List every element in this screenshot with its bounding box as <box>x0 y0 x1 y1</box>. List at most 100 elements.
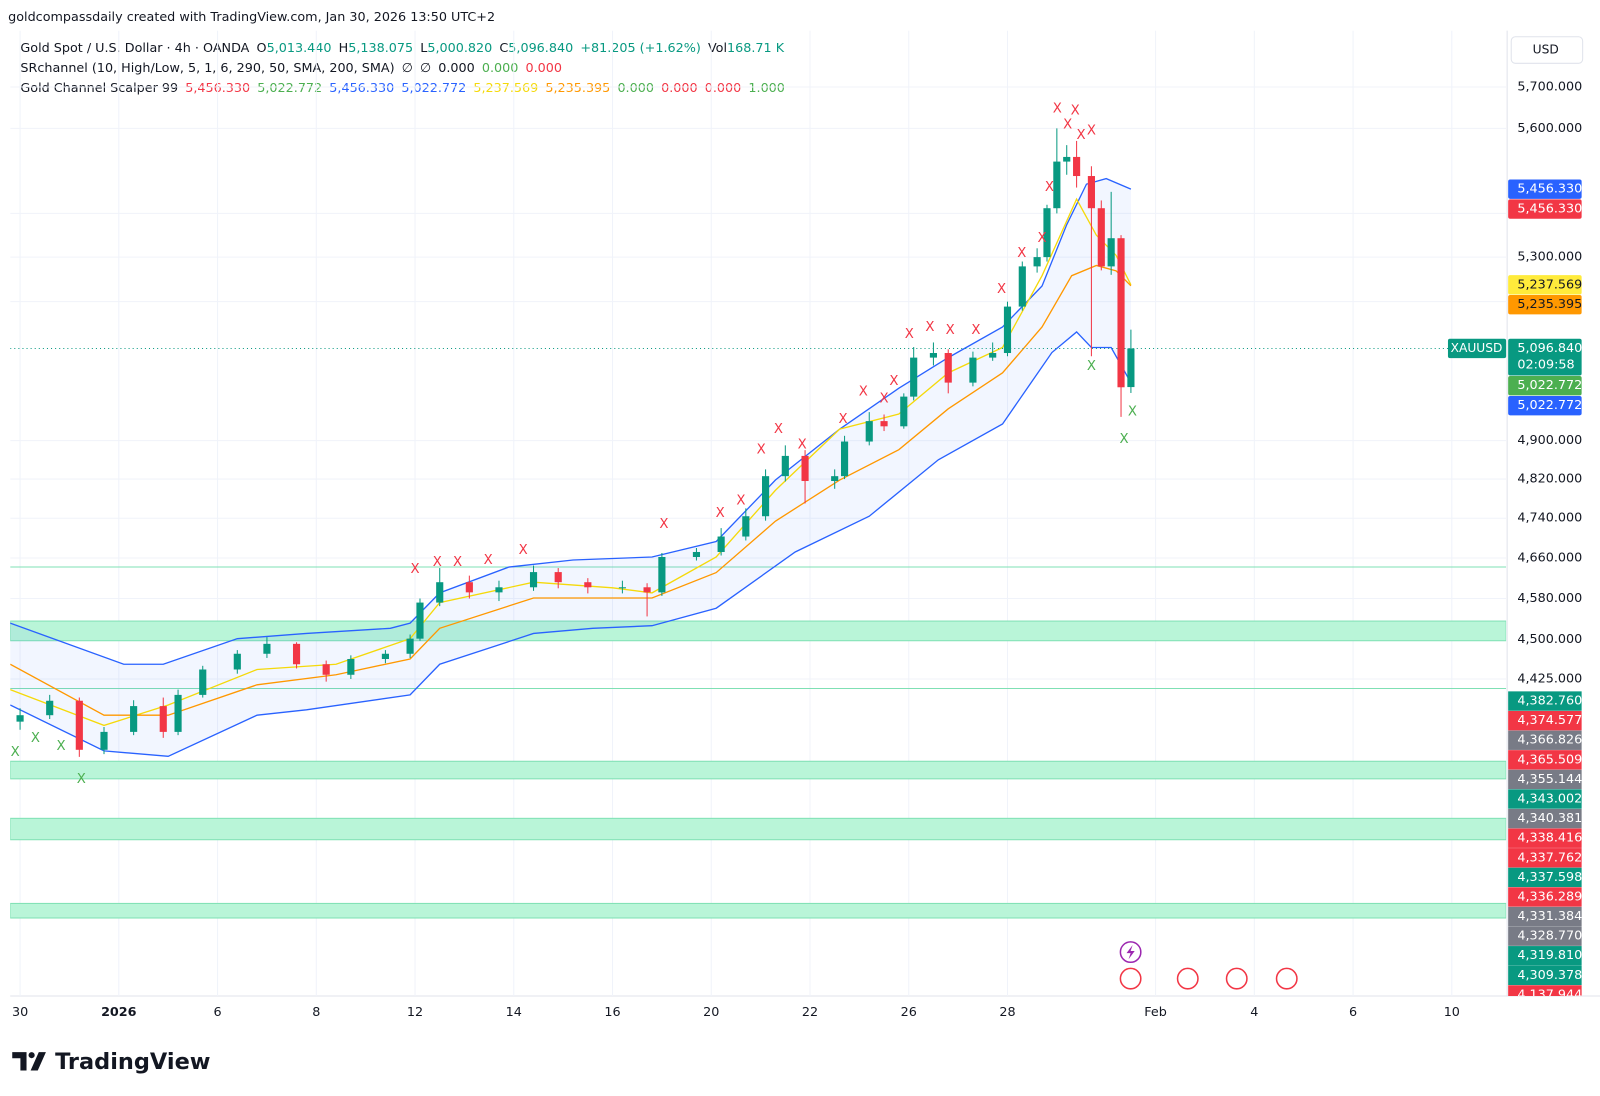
candle-body <box>1087 176 1095 209</box>
price-tag <box>1508 179 1582 199</box>
legend-item: 5,000.820 <box>427 41 492 56</box>
legend-item: 5,235.395 <box>545 80 610 95</box>
candle-body <box>263 643 271 654</box>
x-tick-label: 28 <box>999 1005 1015 1020</box>
candle-body <box>929 353 937 358</box>
candle-body <box>46 700 54 716</box>
support-zone <box>10 902 1507 919</box>
legend-item: 0.000 <box>705 80 742 95</box>
price-tag <box>1508 275 1582 295</box>
stack-tag-label: 4,365.509 <box>1517 752 1582 767</box>
signal-marker: X <box>453 555 462 570</box>
price-tag-label: 5,235.395 <box>1517 297 1582 312</box>
signal-marker: X <box>889 374 898 389</box>
signal-marker: X <box>77 772 86 787</box>
x-tick-label: 26 <box>901 1005 917 1020</box>
candle-body <box>130 706 138 732</box>
signal-marker: X <box>859 384 868 399</box>
legend-item: ∅ <box>402 60 413 75</box>
candle-body <box>910 357 918 397</box>
candle-body <box>233 653 241 670</box>
y-tick-label: 4,740.000 <box>1517 511 1582 526</box>
candle-body <box>159 706 167 732</box>
signal-marker: X <box>757 443 766 458</box>
candle-body <box>742 516 750 537</box>
legend-line: SRchannel (10, High/Low, 5, 1, 6, 290, 5… <box>20 60 562 75</box>
x-tick-label: 4 <box>1250 1005 1258 1020</box>
signal-marker: X <box>971 323 980 338</box>
candle-body <box>989 353 997 358</box>
event-icon[interactable] <box>1225 967 1248 990</box>
price-tag <box>1508 376 1582 396</box>
price-tag-label: 5,022.772 <box>1517 398 1582 413</box>
stack-tag-label: 4,374.577 <box>1517 713 1582 728</box>
legend-item: 5,138.075 <box>348 41 413 56</box>
y-tick-label: 4,425.000 <box>1517 671 1582 686</box>
stack-tag <box>1508 789 1582 809</box>
candle-body <box>969 357 977 383</box>
candle-body <box>381 653 389 659</box>
signal-marker: X <box>484 553 493 568</box>
x-tick-label: 10 <box>1444 1005 1460 1020</box>
event-icon[interactable] <box>1275 967 1298 990</box>
candle-body <box>692 551 701 557</box>
candle-body <box>900 396 908 427</box>
legend-item: 5,022.772 <box>401 80 466 95</box>
signal-marker: X <box>736 494 745 509</box>
legend-item: 0.000 <box>438 60 475 75</box>
legend-item: O <box>257 41 267 56</box>
stack-tag-label: 4,319.810 <box>1517 948 1582 963</box>
event-icon[interactable] <box>1176 967 1199 990</box>
legend-item: 5,237.569 <box>473 80 538 95</box>
attribution: goldcompassdaily created with TradingVie… <box>8 10 495 25</box>
event-icon[interactable] <box>1119 967 1142 990</box>
signal-marker: X <box>11 745 20 760</box>
x-tick-label: 2026 <box>101 1005 137 1020</box>
price-tag-label: 5,096.840 <box>1517 341 1582 356</box>
candle-body <box>584 582 592 588</box>
signal-marker: X <box>1087 359 1096 374</box>
candle-body <box>761 476 770 517</box>
stack-tag <box>1508 946 1582 966</box>
legend-item: Gold Spot / U.S. Dollar · 4h · OANDA <box>20 41 249 56</box>
signal-marker: X <box>519 543 528 558</box>
stack-tag-label: 4,366.826 <box>1517 733 1582 748</box>
stack-tag <box>1508 710 1582 731</box>
candle-body <box>292 643 301 665</box>
signal-marker: X <box>1071 103 1080 118</box>
legend-item: H <box>339 41 349 56</box>
y-tick-label: 4,500.000 <box>1517 632 1582 647</box>
legend-item: 168.71 K <box>727 41 785 56</box>
support-zone <box>10 817 1507 841</box>
price-tag <box>1508 295 1582 315</box>
candle-body <box>100 731 108 750</box>
signal-marker: X <box>1063 118 1072 133</box>
candle-body <box>406 638 414 654</box>
price-tag <box>1508 199 1582 219</box>
stack-tag-label: 4,328.770 <box>1517 929 1582 944</box>
candle-body <box>618 587 626 589</box>
legend-item: 0.000 <box>482 60 519 75</box>
x-tick-label: 8 <box>312 1005 320 1020</box>
currency-button[interactable] <box>1510 36 1584 64</box>
signal-marker: X <box>1017 246 1026 261</box>
signal-marker: X <box>1119 432 1128 447</box>
stack-tag <box>1508 887 1582 907</box>
signal-marker: X <box>31 731 40 746</box>
candle-body <box>529 572 538 588</box>
stack-tag <box>1508 808 1582 829</box>
currency: USD <box>1533 43 1559 57</box>
candle-body <box>944 353 952 383</box>
x-tick-label: 16 <box>604 1005 620 1020</box>
x-tick-label: 22 <box>802 1005 818 1020</box>
x-tick-label: 14 <box>506 1005 522 1020</box>
candle-body <box>1063 156 1071 162</box>
legend-item: +81.205 (+1.62%) <box>580 41 700 56</box>
candle-body <box>1033 257 1041 267</box>
symbol-tag-label: XAUUSD <box>1451 341 1503 355</box>
candle-body <box>554 572 562 583</box>
stack-tag-label: 4,331.384 <box>1517 909 1582 924</box>
stack-tag-label: 4,337.762 <box>1517 850 1582 865</box>
candle-body <box>801 455 809 482</box>
